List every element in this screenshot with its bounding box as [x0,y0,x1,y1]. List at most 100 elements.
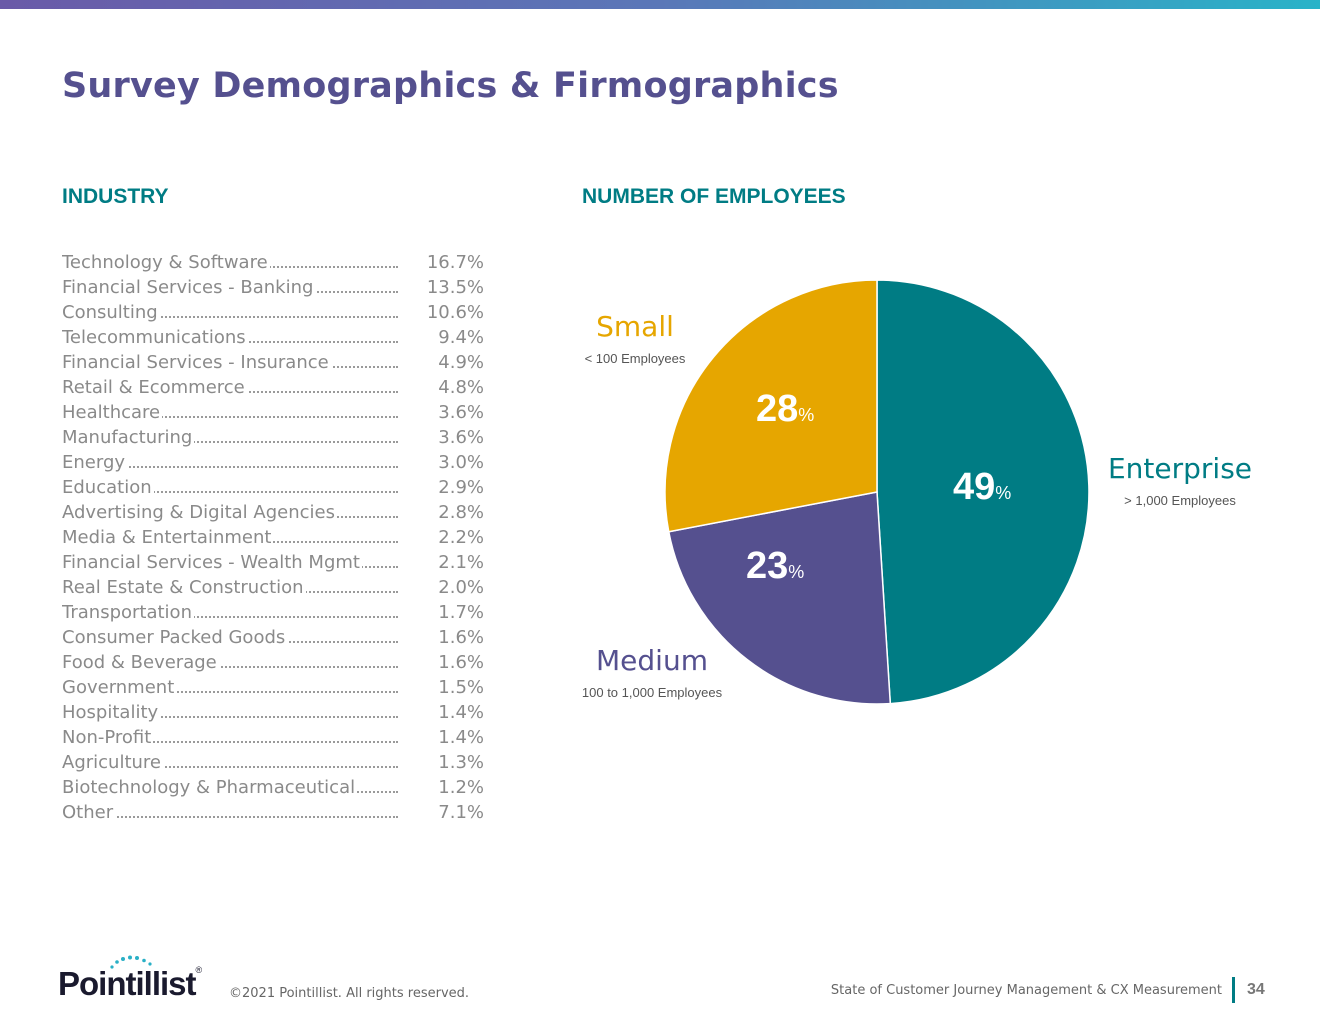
industry-value: 3.6% [438,427,484,448]
industry-value: 4.9% [438,352,484,373]
industry-name: Advertising & Digital Agencies [62,502,337,523]
industry-row: Government 1.5% [62,675,484,700]
small-percent-label: 28% [756,388,814,431]
logo-text: Pointillist® [58,965,202,1002]
industry-value: 7.1% [438,802,484,823]
industry-value: 16.7% [426,252,484,273]
industry-value: 1.4% [438,727,484,748]
copyright-text: ©2021 Pointillist. All rights reserved. [229,986,470,1001]
industry-heading: INDUSTRY [62,185,169,208]
industry-name: Financial Services - Insurance [62,352,331,373]
industry-row: Biotechnology & Pharmaceutical 1.2% [62,775,484,800]
industry-name: Media & Entertainment [62,527,274,548]
pie-slice-medium [667,491,892,705]
percent-sign: % [798,405,815,425]
industry-value: 4.8% [438,377,484,398]
industry-value: 1.6% [438,627,484,648]
percent-sign: % [995,483,1012,503]
industry-row: Agriculture 1.3% [62,750,484,775]
industry-row: Technology & Software 16.7% [62,250,484,275]
industry-row: Financial Services - Wealth Mgmt 2.1% [62,550,484,575]
industry-row: Hospitality 1.4% [62,700,484,725]
industry-name: Hospitality [62,702,161,723]
industry-value: 1.3% [438,752,484,773]
enterprise-sublabel: > 1,000 Employees [1124,493,1236,508]
industry-value: 1.2% [438,777,484,798]
industry-value: 2.2% [438,527,484,548]
industry-row: Retail & Ecommerce 4.8% [62,375,484,400]
industry-row: Consulting 10.6% [62,300,484,325]
logo-dots-icon [110,955,152,969]
top-gradient-bar [0,0,1320,9]
industry-row: Energy 3.0% [62,450,484,475]
industry-value: 10.6% [426,302,484,323]
industry-row: Financial Services - Insurance 4.9% [62,350,484,375]
enterprise-name: Enterprise [1107,452,1253,485]
employees-pie-chart [664,279,1090,705]
pointillist-logo: Pointillist® [58,955,208,1003]
medium-name: Medium [596,644,708,677]
industry-name: Retail & Ecommerce [62,377,247,398]
enterprise-percent-label: 49% [953,466,1011,509]
industry-name: Technology & Software [62,252,270,273]
footer-divider [1232,977,1235,1003]
industry-row: Real Estate & Construction 2.0% [62,575,484,600]
industry-name: Telecommunications [62,327,248,348]
industry-row: Advertising & Digital Agencies 2.8% [62,500,484,525]
industry-name: Manufacturing [62,427,195,448]
medium-percent-label: 23% [746,545,804,588]
industry-name: Non-Profit [62,727,154,748]
page-number: 34 [1247,981,1265,998]
industry-row: Consumer Packed Goods 1.6% [62,625,484,650]
industry-row: Non-Profit 1.4% [62,725,484,750]
industry-row: Education 2.9% [62,475,484,500]
enterprise-percent-value: 49 [953,466,996,508]
small-segment-label: Small < 100 Employees [570,310,700,366]
report-title: State of Customer Journey Management & C… [830,983,1222,998]
industry-name: Healthcare [62,402,163,423]
industry-row: Other 7.1% [62,800,484,825]
employees-heading: NUMBER OF EMPLOYEES [582,185,846,208]
industry-value: 2.9% [438,477,484,498]
industry-row: Healthcare 3.6% [62,400,484,425]
industry-value: 13.5% [426,277,484,298]
enterprise-segment-label: Enterprise > 1,000 Employees [1100,452,1260,508]
medium-sublabel: 100 to 1,000 Employees [581,685,723,700]
industry-row: Transportation 1.7% [62,600,484,625]
industry-list: Technology & Software 16.7% Financial Ser… [62,250,484,825]
small-name: Small [596,310,674,343]
industry-name: Consumer Packed Goods [62,627,288,648]
industry-name: Food & Beverage [62,652,219,673]
industry-row: Media & Entertainment 2.2% [62,525,484,550]
industry-name: Transportation [62,602,194,623]
pie-slice-enterprise [876,279,1090,705]
industry-name: Agriculture [62,752,163,773]
industry-row: Telecommunications 9.4% [62,325,484,350]
industry-value: 2.0% [438,577,484,598]
industry-name: Government [62,677,177,698]
industry-value: 2.1% [438,552,484,573]
industry-value: 1.5% [438,677,484,698]
industry-name: Other [62,802,116,823]
industry-name: Energy [62,452,128,473]
industry-value: 3.0% [438,452,484,473]
small-sublabel: < 100 Employees [584,351,686,366]
industry-value: 1.7% [438,602,484,623]
medium-segment-label: Medium 100 to 1,000 Employees [562,644,742,700]
industry-value: 9.4% [438,327,484,348]
industry-name: Education [62,477,154,498]
page-title: Survey Demographics & Firmographics [62,66,839,106]
industry-row: Food & Beverage 1.6% [62,650,484,675]
industry-name: Biotechnology & Pharmaceutical [62,777,358,798]
industry-value: 3.6% [438,402,484,423]
industry-row: Manufacturing 3.6% [62,425,484,450]
medium-percent-value: 23 [746,545,789,587]
pie-slice-small [664,279,878,533]
industry-name: Financial Services - Banking [62,277,316,298]
percent-sign: % [788,562,805,582]
industry-name: Real Estate & Construction [62,577,306,598]
industry-value: 1.6% [438,652,484,673]
industry-value: 2.8% [438,502,484,523]
industry-name: Financial Services - Wealth Mgmt [62,552,362,573]
industry-name: Consulting [62,302,160,323]
